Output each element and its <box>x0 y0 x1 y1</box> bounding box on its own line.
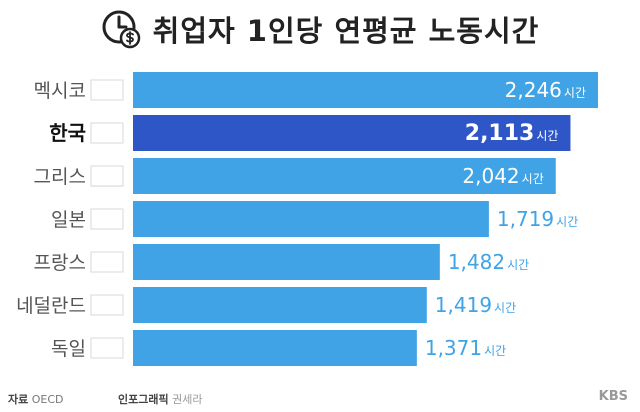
greece-flag <box>90 165 124 187</box>
value-unit: 시간 <box>564 86 586 100</box>
value-number: 2,246 <box>505 78 562 102</box>
netherlands-flag <box>90 294 124 316</box>
value-number: 1,419 <box>435 293 492 317</box>
bar-3 <box>133 201 489 237</box>
source-value: OECD <box>31 393 64 406</box>
value-label: 1,719 시간 <box>497 207 578 231</box>
bar-row: 그리스 2,042 시간 <box>34 158 556 194</box>
category-label: 독일 <box>51 338 86 360</box>
credit-label: 인포그래픽 <box>118 393 169 406</box>
category-label: 멕시코 <box>34 80 86 102</box>
germany-flag <box>90 337 124 359</box>
value-unit: 시간 <box>536 129 558 143</box>
value-unit: 시간 <box>556 215 578 229</box>
bar-4 <box>133 244 440 280</box>
value-label: 1,419 시간 <box>435 293 516 317</box>
value-unit: 시간 <box>484 344 506 358</box>
value-number: 1,482 <box>448 250 505 274</box>
clock-money-icon <box>102 10 140 49</box>
value-unit: 시간 <box>507 258 529 272</box>
category-label: 네덜란드 <box>16 295 86 317</box>
bar-0 <box>133 72 598 108</box>
category-label: 프랑스 <box>34 252 86 274</box>
value-label: 1,482 시간 <box>448 250 529 274</box>
korea-flag <box>90 122 124 144</box>
bar-row: 네덜란드 1,419 시간 <box>16 287 516 323</box>
value-number: 2,042 <box>462 164 519 188</box>
bar-row: 한국 2,113 시간 <box>49 115 571 151</box>
credit-value: 권세라 <box>172 393 203 406</box>
bar-row: 일본 1,719 시간 <box>51 201 578 237</box>
value-label: 2,042 시간 <box>462 164 543 188</box>
source-note: 자료 OECD <box>8 391 64 407</box>
bar-2 <box>133 158 556 194</box>
bar-row: 독일 1,371 시간 <box>51 330 506 366</box>
category-label: 일본 <box>51 209 86 231</box>
bar-1 <box>133 115 571 151</box>
source-label: 자료 <box>8 393 29 406</box>
chart-title: 취업자 1인당 연평균 노동시간 <box>152 14 540 48</box>
value-unit: 시간 <box>494 301 516 315</box>
bar-row: 프랑스 1,482 시간 <box>34 244 529 280</box>
value-label: 2,113 시간 <box>465 121 559 146</box>
chart-header: 취업자 1인당 연평균 노동시간 <box>0 0 640 58</box>
value-number: 1,371 <box>425 336 482 360</box>
france-flag <box>90 251 124 273</box>
value-number: 1,719 <box>497 207 554 231</box>
bar-6 <box>133 330 417 366</box>
mexico-flag <box>90 79 124 101</box>
value-label: 1,371 시간 <box>425 336 506 360</box>
value-number: 2,113 <box>465 121 535 146</box>
japan-flag <box>90 208 124 230</box>
category-label: 한국 <box>49 121 86 145</box>
kbs-logo: KBS <box>598 389 628 404</box>
category-label: 그리스 <box>34 166 86 188</box>
value-unit: 시간 <box>522 172 544 186</box>
value-label: 2,246 시간 <box>505 78 586 102</box>
bar-5 <box>133 287 427 323</box>
bar-row: 멕시코 2,246 시간 <box>34 72 598 108</box>
footer: 자료 OECD 인포그래픽 권세라 KBS <box>0 386 640 412</box>
credit-note: 인포그래픽 권세라 <box>118 391 202 407</box>
